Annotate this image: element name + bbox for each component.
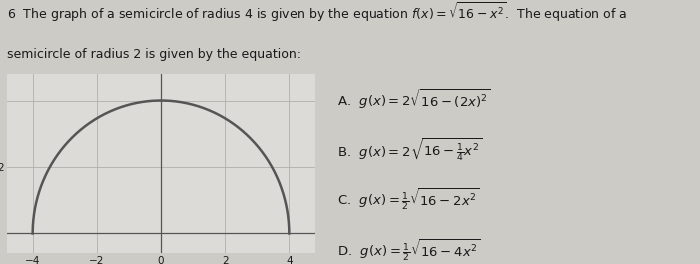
Text: C.  $g(x) = \frac{1}{2}\sqrt{16-2x^2}$: C. $g(x) = \frac{1}{2}\sqrt{16-2x^2}$ bbox=[337, 186, 480, 212]
Text: semicircle of radius 2 is given by the equation:: semicircle of radius 2 is given by the e… bbox=[7, 48, 301, 61]
Text: B.  $g(x) = 2\sqrt{16-\frac{1}{4}x^2}$: B. $g(x) = 2\sqrt{16-\frac{1}{4}x^2}$ bbox=[337, 137, 482, 163]
Text: A.  $g(x) = 2\sqrt{16-(2x)^2}$: A. $g(x) = 2\sqrt{16-(2x)^2}$ bbox=[337, 87, 491, 111]
Text: D.  $g(x) = \frac{1}{2}\sqrt{16-4x^2}$: D. $g(x) = \frac{1}{2}\sqrt{16-4x^2}$ bbox=[337, 237, 480, 263]
Text: 6  The graph of a semicircle of radius 4 is given by the equation $f(x) = \sqrt{: 6 The graph of a semicircle of radius 4 … bbox=[7, 0, 627, 24]
